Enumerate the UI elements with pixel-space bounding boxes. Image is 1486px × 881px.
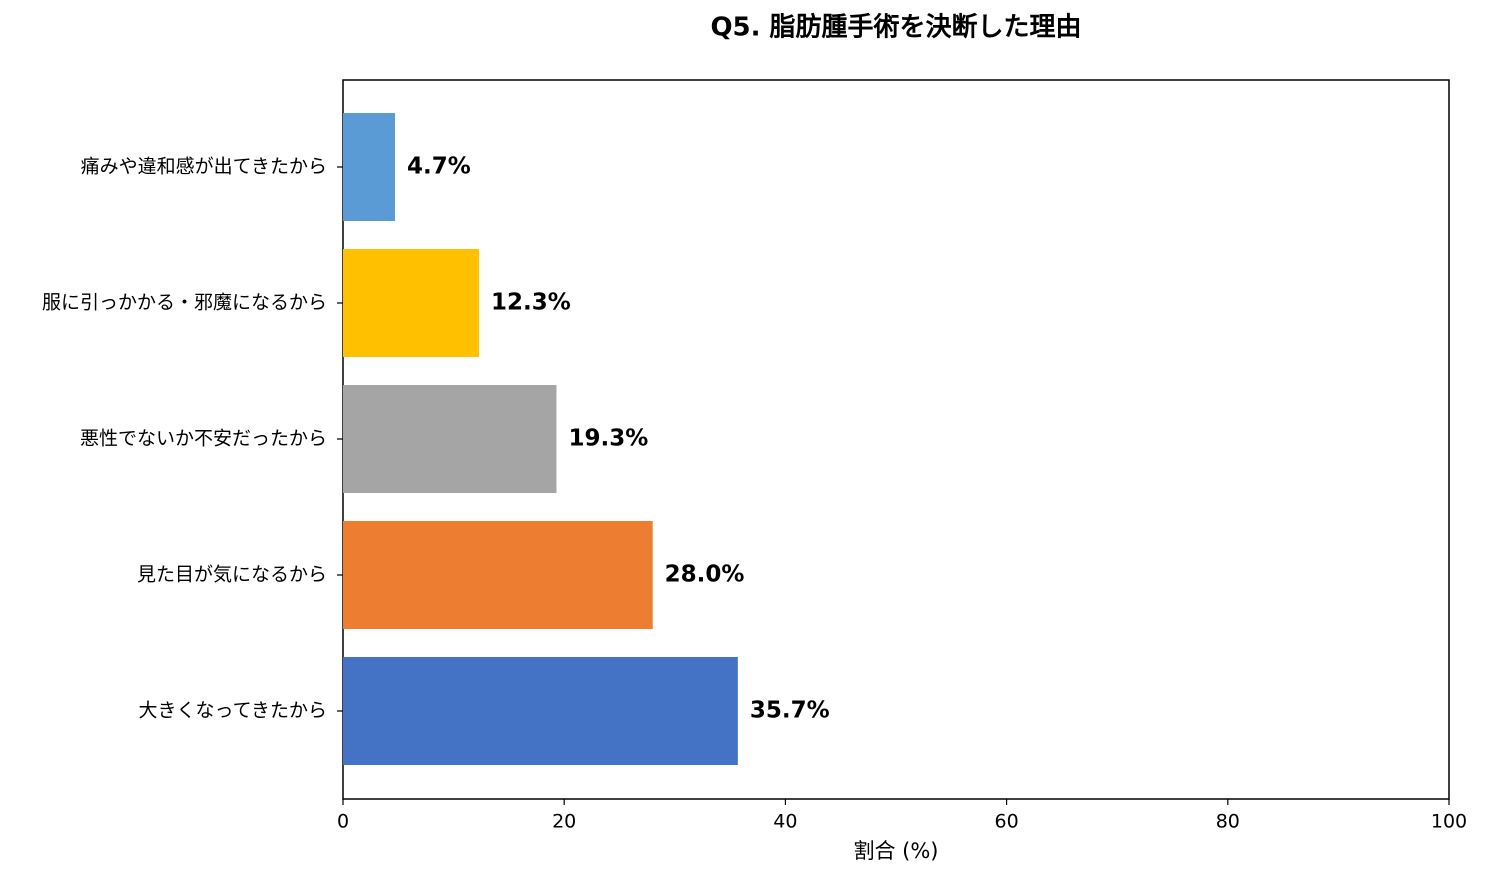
bar — [343, 249, 480, 357]
chart-title: Q5. 脂肪腫手術を決断した理由 — [710, 12, 1081, 43]
y-tick-label: 悪性でないか不安だったから — [80, 428, 327, 450]
y-tick-label: 大きくなってきたから — [139, 700, 327, 722]
bar — [343, 657, 738, 765]
y-tick-label: 痛みや違和感が出てきたから — [81, 156, 327, 178]
value-label: 19.3% — [568, 426, 648, 452]
x-tick-label: 40 — [773, 811, 797, 833]
y-tick-label: 服に引っかかる・邪魔になるから — [42, 292, 327, 314]
x-axis-label: 割合 (%) — [853, 839, 938, 863]
y-tick-label: 見た目が気になるから — [137, 564, 327, 586]
bar — [343, 113, 395, 221]
x-tick-label: 60 — [995, 811, 1019, 833]
value-label: 12.3% — [491, 290, 571, 316]
bar — [343, 521, 653, 629]
x-tick-label: 0 — [337, 811, 349, 833]
x-tick-label: 80 — [1216, 811, 1240, 833]
bar — [343, 385, 557, 493]
value-label: 28.0% — [665, 562, 745, 588]
x-tick-label: 100 — [1431, 811, 1467, 833]
value-label: 4.7% — [407, 154, 471, 180]
x-tick-label: 20 — [552, 811, 576, 833]
value-label: 35.7% — [750, 698, 830, 724]
